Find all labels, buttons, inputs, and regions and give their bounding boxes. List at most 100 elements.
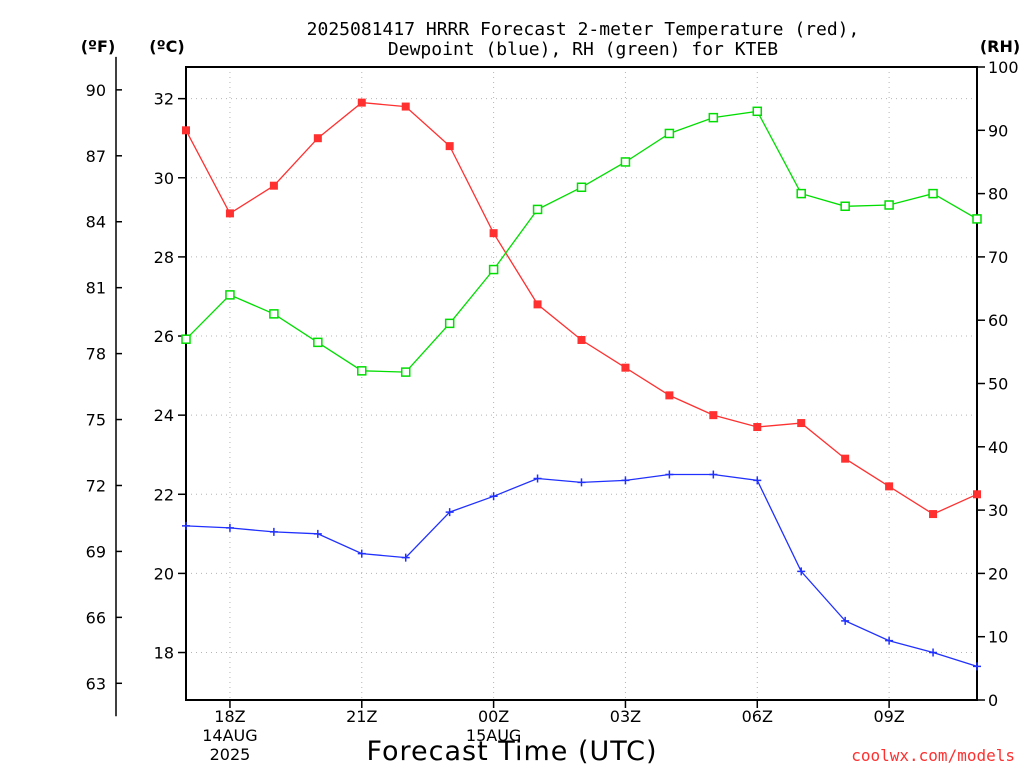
- fahrenheit-tick-label: 69: [86, 542, 106, 561]
- temperature-point: [401, 102, 410, 111]
- rh-tick-label: 100: [988, 58, 1019, 77]
- data-series: [181, 98, 982, 671]
- rh-point: [269, 309, 279, 319]
- rh-tick-label: 80: [988, 185, 1008, 204]
- dewpoint-point: [621, 476, 630, 485]
- dewpoint-point: [709, 470, 718, 479]
- rh-tick-label: 90: [988, 121, 1008, 140]
- rh-point: [181, 334, 191, 344]
- dewpoint-point: [357, 549, 366, 558]
- rh-tick-label: 10: [988, 628, 1008, 647]
- celsius-tick-label: 22: [154, 485, 174, 504]
- dewpoint-point: [182, 521, 190, 530]
- temperature-point: [533, 300, 542, 309]
- fahrenheit-tick-label: 87: [86, 147, 106, 166]
- dewpoint-series: [182, 470, 981, 671]
- x-tick-label: 00Z: [478, 707, 509, 726]
- rh-unit-label: (RH): [980, 37, 1020, 56]
- temperature-line: [185, 101, 978, 515]
- rh-point: [796, 188, 806, 199]
- fahrenheit-unit-label: (ºF): [81, 37, 116, 56]
- celsius-tick-label: 18: [154, 644, 174, 663]
- celsius-tick-label: 32: [154, 90, 174, 109]
- x-tick-label: 03Z: [610, 707, 641, 726]
- dewpoint-point: [269, 527, 278, 536]
- rh-point: [752, 106, 763, 117]
- rh-point: [532, 204, 543, 215]
- celsius-tick-label: 30: [154, 169, 174, 188]
- dewpoint-point: [533, 474, 542, 483]
- dewpoint-point: [577, 478, 586, 487]
- rh-series: [181, 106, 982, 377]
- temperature-point: [269, 181, 278, 190]
- fahrenheit-tick-label: 78: [86, 345, 106, 364]
- temperature-point: [182, 126, 190, 135]
- celsius-tick-label: 26: [154, 327, 174, 346]
- x-tick-label: 09Z: [873, 707, 904, 726]
- fahrenheit-tick-label: 81: [86, 279, 106, 298]
- rh-point: [313, 337, 323, 348]
- rh-point: [576, 182, 587, 193]
- fahrenheit-tick-label: 75: [86, 411, 106, 430]
- temperature-point: [709, 411, 718, 420]
- dewpoint-point: [797, 567, 806, 576]
- temperature-point: [357, 98, 366, 107]
- temperature-point: [753, 423, 762, 432]
- credit-text: coolwx.com/models: [851, 746, 1015, 765]
- rh-point: [400, 367, 411, 377]
- x-tick-label: 06Z: [742, 707, 773, 726]
- chart-title-line-1: 2025081417 HRRR Forecast 2-meter Tempera…: [307, 19, 860, 40]
- temperature-point: [225, 209, 234, 218]
- celsius-tick-label: 28: [154, 248, 174, 267]
- rh-tick-label: 30: [988, 501, 1008, 520]
- celsius-tick-label: 24: [154, 406, 174, 425]
- rh-tick-label: 50: [988, 375, 1008, 394]
- rh-point: [620, 157, 631, 167]
- temperature-point: [929, 510, 938, 519]
- x-tick-year-label: 2025: [210, 745, 251, 764]
- rh-point: [357, 366, 367, 376]
- temperature-point: [489, 229, 498, 238]
- dewpoint-point: [929, 648, 938, 657]
- x-axis-label: Forecast Time (UTC): [366, 736, 657, 767]
- temperature-series: [182, 98, 981, 519]
- dewpoint-line: [185, 473, 978, 668]
- rh-tick-label: 60: [988, 311, 1008, 330]
- dewpoint-point: [885, 636, 894, 645]
- rh-tick-label: 40: [988, 438, 1008, 457]
- temperature-point: [841, 454, 850, 463]
- fahrenheit-tick-label: 66: [86, 608, 106, 627]
- rh-point: [488, 264, 499, 275]
- fahrenheit-tick-label: 84: [86, 213, 106, 232]
- rh-point: [444, 318, 455, 329]
- rh-point: [225, 290, 235, 300]
- rh-tick-label: 0: [988, 691, 998, 710]
- x-tick-label: 18Z: [214, 707, 245, 726]
- rh-line: [185, 110, 978, 373]
- temperature-point: [313, 134, 322, 143]
- dewpoint-point: [973, 662, 981, 671]
- tick-labels: 63 66 69 72 75 78 81 84 87 90 18 20 22 24 26 28 30 32 0 10 2…: [86, 58, 1019, 764]
- dewpoint-point: [225, 523, 234, 532]
- fahrenheit-tick-label: 72: [86, 476, 106, 495]
- rh-point: [708, 112, 719, 123]
- chart-title-line-2: Dewpoint (blue), RH (green) for KTEB: [388, 39, 778, 60]
- axes: [115, 56, 985, 717]
- celsius-tick-label: 20: [154, 564, 174, 583]
- dewpoint-point: [841, 616, 850, 625]
- rh-tick-label: 20: [988, 564, 1008, 583]
- temperature-point: [621, 363, 630, 372]
- dewpoint-point: [665, 470, 674, 479]
- rh-point: [664, 128, 675, 139]
- temperature-point: [445, 142, 454, 151]
- celsius-unit-label: (ºC): [149, 37, 184, 56]
- rh-point: [972, 214, 982, 224]
- rh-point: [884, 200, 894, 210]
- fahrenheit-tick-label: 90: [86, 81, 106, 100]
- x-tick-date-label: 15AUG: [466, 726, 521, 745]
- grid-lines: [186, 67, 977, 700]
- rh-point: [840, 201, 850, 212]
- dewpoint-point: [401, 553, 410, 562]
- dewpoint-point: [445, 508, 454, 517]
